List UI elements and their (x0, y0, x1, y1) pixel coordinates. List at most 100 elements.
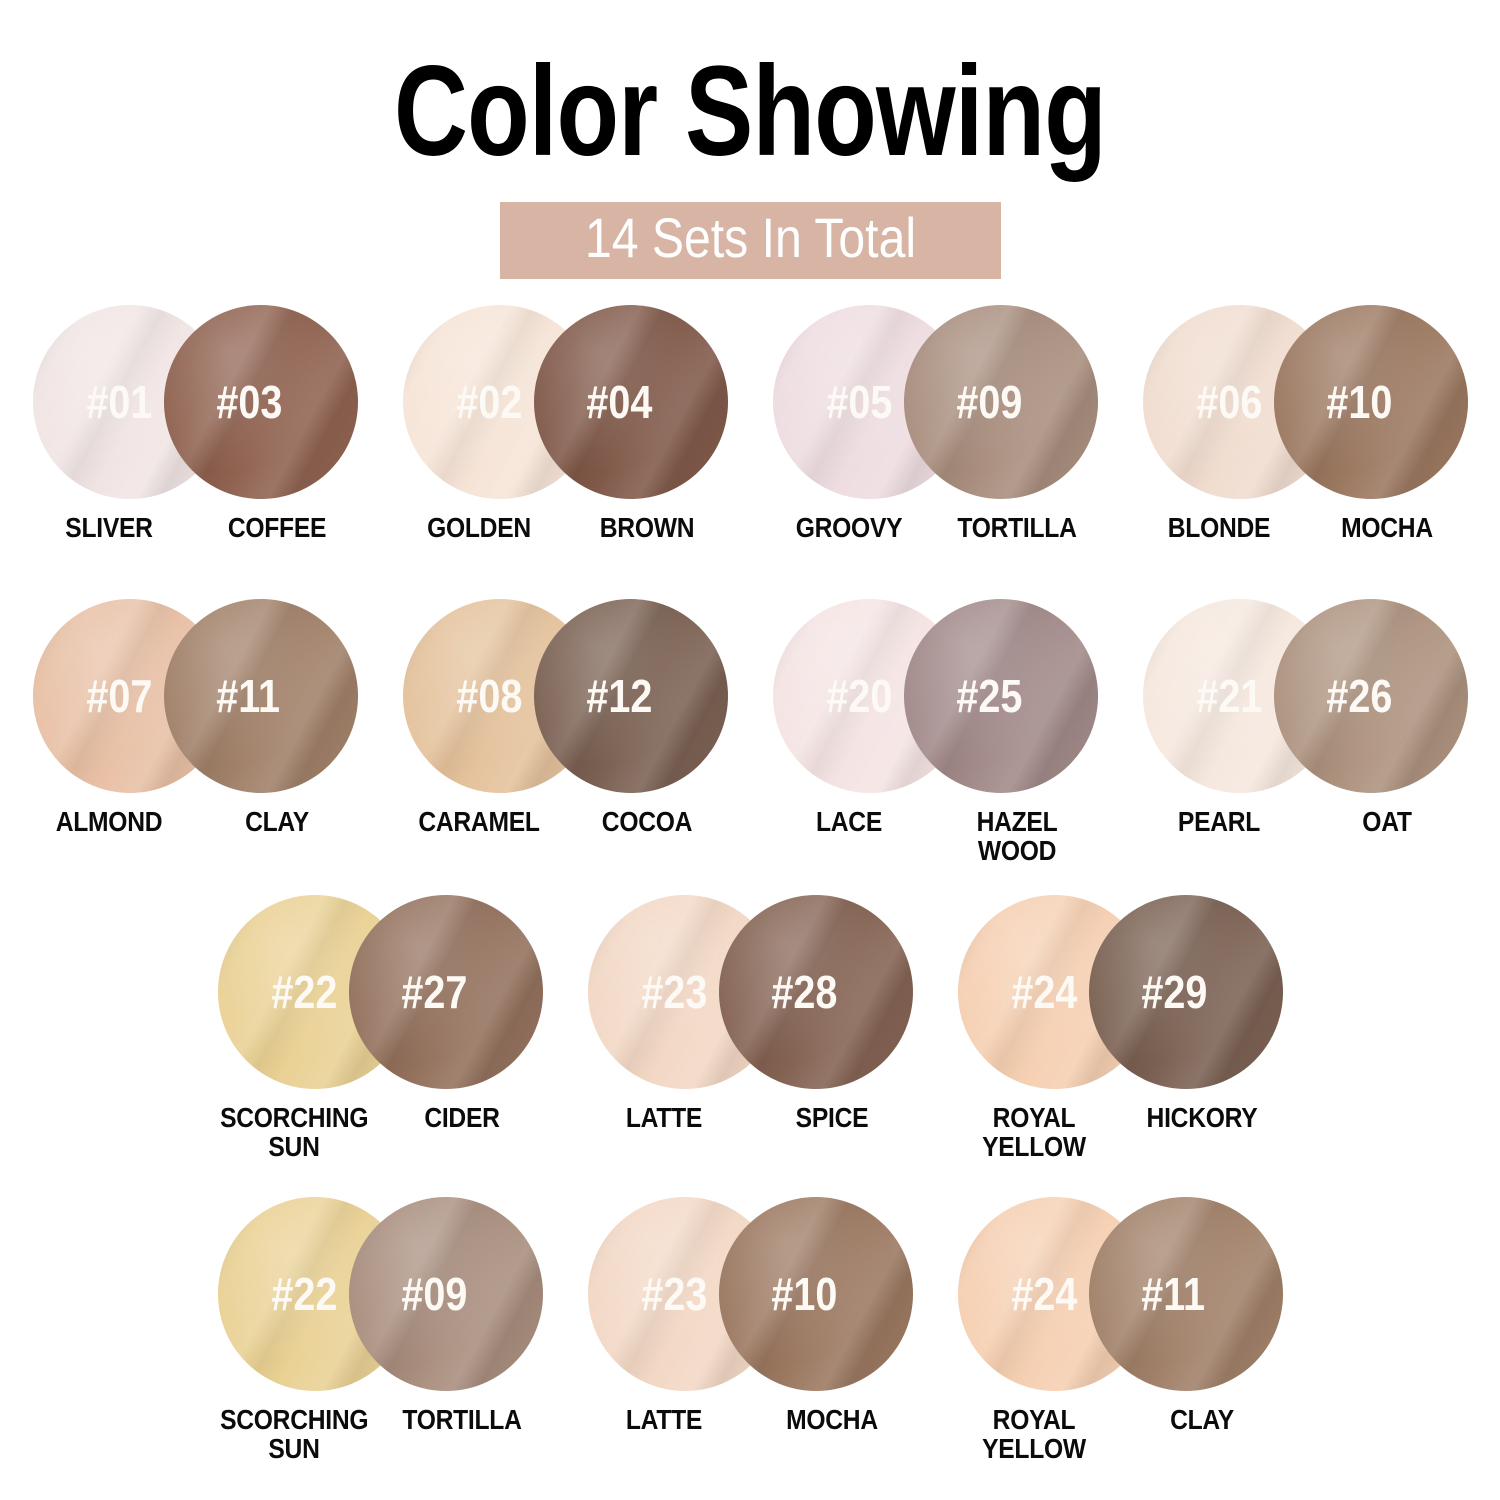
shade-name-right: COCOA (563, 805, 731, 837)
shade-name-right: CLAY (1118, 1403, 1286, 1435)
shade-name-line: OAT (1361, 805, 1412, 837)
shade-name-line: LATTE (625, 1403, 702, 1435)
shade-name-line: GROOVY (795, 511, 902, 543)
color-pair[interactable]: #24 #11 ROYAL YELLOW CLAY (935, 1196, 1305, 1479)
shade-name-line: LATTE (625, 1101, 702, 1133)
swatch-circle-right[interactable] (1088, 1196, 1283, 1391)
shade-name-right: SPICE (748, 1102, 916, 1132)
swatch-circle-right[interactable] (1273, 304, 1468, 499)
swatch-circle-right[interactable] (718, 894, 913, 1089)
shade-name-line: LACE (815, 805, 882, 837)
swatch-labels: SCORCHING SUN TORTILLA (218, 1404, 543, 1479)
swatch-circles: #08 #12 (402, 598, 728, 793)
swatch-circle-right[interactable] (718, 1196, 913, 1391)
swatch-circles: #20 #25 (772, 598, 1098, 793)
shade-name-line: ROYAL (992, 1101, 1075, 1133)
color-pair[interactable]: #23 #28 LATTE SPICE (565, 894, 935, 1177)
shade-code-right: #03 (215, 375, 282, 428)
swatch-circle-right[interactable] (163, 304, 358, 499)
shade-code-right: #28 (770, 965, 837, 1018)
shade-name-line: COCOA (601, 805, 692, 837)
shade-name-left: ALMOND (25, 806, 193, 836)
color-pair[interactable]: #21 #26 PEARL OAT (1120, 598, 1490, 881)
swatch-circle-right[interactable] (348, 1196, 543, 1391)
shade-code-left: #05 (825, 375, 892, 428)
swatch-sheen (903, 598, 1098, 793)
color-pair[interactable]: #02 #04 GOLDEN BROWN (380, 304, 750, 587)
shade-name-right: OAT (1303, 805, 1471, 837)
color-pair[interactable]: #22 #09 SCORCHING SUN TORTILLA (195, 1196, 565, 1479)
shade-name-left: GROOVY (765, 511, 933, 543)
color-pair[interactable]: #05 #09 GROOVY TORTILLA (750, 304, 1120, 587)
shade-code-right: #09 (955, 375, 1022, 428)
swatch-texture (903, 304, 1098, 499)
swatch-sheen (1273, 304, 1468, 499)
shade-code-right: #25 (955, 669, 1022, 722)
swatch-labels: ALMOND CLAY (33, 805, 358, 881)
swatch-sheen (533, 304, 728, 499)
shade-code-left: #24 (1010, 1267, 1077, 1320)
shade-name-right: MOCHA (748, 1403, 916, 1435)
shade-code-right: #27 (400, 965, 467, 1018)
color-pair[interactable]: #22 #27 SCORCHING SUN CIDER (195, 894, 565, 1177)
shade-name-right: COFFEE (193, 511, 361, 543)
swatch-texture (533, 598, 728, 793)
swatch-circle-right[interactable] (1088, 894, 1283, 1089)
shade-name-right: HICKORY (1118, 1101, 1286, 1133)
subtitle-text: 14 Sets In Total (584, 206, 916, 269)
shade-name-line: YELLOW (981, 1131, 1086, 1163)
swatch-sheen (1273, 598, 1468, 793)
shade-name-line: SUN (267, 1131, 320, 1163)
shade-name-left: SCORCHING SUN (210, 1404, 378, 1463)
shade-name-line: ROYAL (992, 1403, 1075, 1435)
swatch-circles: #22 #27 (217, 894, 543, 1089)
shade-code-right: #29 (1140, 965, 1207, 1018)
swatch-sheen (533, 598, 728, 793)
shade-name-right: HAZEL WOOD (933, 806, 1101, 865)
shade-code-left: #20 (825, 669, 892, 722)
swatch-circles: #02 #04 (402, 304, 728, 499)
color-pair[interactable]: #06 #10 BLONDE MOCHA (1120, 304, 1490, 587)
swatch-circle-right[interactable] (903, 598, 1098, 793)
shade-name-line: YELLOW (981, 1433, 1086, 1465)
swatch-circles: #24 #29 (957, 894, 1283, 1089)
color-pair[interactable]: #23 #10 LATTE MOCHA (565, 1196, 935, 1479)
swatch-row: #22 #09 SCORCHING SUN TORTILLA #23 #10 LATTE MOC… (0, 1196, 1500, 1479)
swatch-circle-right[interactable] (348, 894, 543, 1089)
shade-name-line: MOCHA (785, 1403, 878, 1435)
shade-name-left: GOLDEN (395, 512, 563, 542)
shade-code-right: #12 (585, 669, 652, 722)
shade-name-right: BROWN (563, 512, 731, 542)
shade-name-right: CIDER (378, 1102, 546, 1132)
shade-name-line: CLAY (244, 805, 309, 837)
shade-code-right: #04 (585, 375, 652, 428)
swatch-circle-right[interactable] (903, 304, 1098, 499)
swatch-sheen (163, 598, 358, 793)
shade-name-line: CLAY (1169, 1403, 1234, 1435)
swatch-circle-right[interactable] (1273, 598, 1468, 793)
color-pair[interactable]: #08 #12 CARAMEL COCOA (380, 598, 750, 881)
color-pair[interactable]: #01 #03 SLIVER COFFEE (10, 304, 380, 587)
page-header: Color Showing 14 Sets In Total (0, 0, 1500, 279)
swatch-row: #07 #11 ALMOND CLAY #08 #12 CARAMEL COCOA #20 #25… (0, 598, 1500, 881)
shade-name-left: PEARL (1135, 806, 1303, 836)
color-pair[interactable]: #07 #11 ALMOND CLAY (10, 598, 380, 881)
shade-code-right: #26 (1325, 669, 1392, 722)
swatch-labels: LATTE SPICE (588, 1101, 916, 1177)
swatch-sheen (348, 1196, 543, 1391)
swatch-circle-right[interactable] (163, 598, 358, 793)
shade-name-line: CARAMEL (417, 805, 540, 837)
swatch-circle-right[interactable] (533, 304, 728, 499)
color-pair[interactable]: #20 #25 LACE HAZEL WOOD (750, 598, 1120, 881)
color-pair[interactable]: #24 #29 ROYAL YELLOW HICKORY (935, 894, 1305, 1177)
swatch-circle-right[interactable] (533, 598, 728, 793)
shade-code-left: #02 (455, 375, 522, 428)
shade-code-left: #07 (85, 669, 152, 722)
shade-name-line: COFFEE (227, 511, 326, 543)
swatch-sheen (903, 304, 1098, 499)
swatch-circles: #06 #10 (1142, 304, 1468, 499)
swatch-texture (163, 304, 358, 499)
swatch-labels: SCORCHING SUN CIDER (218, 1102, 546, 1177)
shade-name-line: HICKORY (1146, 1101, 1257, 1133)
